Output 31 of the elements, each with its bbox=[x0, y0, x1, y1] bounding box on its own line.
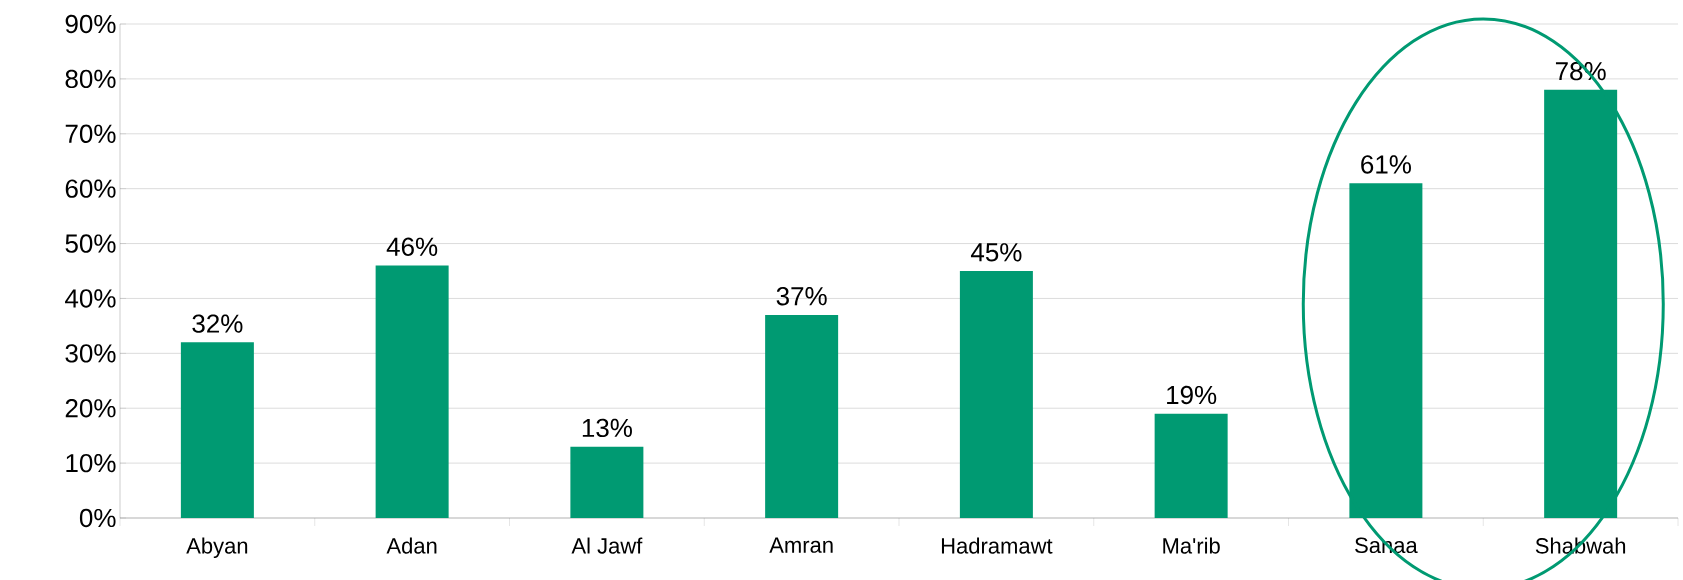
data-label: 32% bbox=[192, 314, 243, 333]
y-tick-label: 60% bbox=[65, 179, 116, 198]
bar bbox=[375, 265, 449, 518]
data-label: 46% bbox=[386, 237, 438, 256]
bar bbox=[959, 271, 1033, 518]
bar bbox=[1544, 89, 1618, 518]
bar bbox=[765, 314, 839, 518]
x-tick-label: Al Jawf bbox=[571, 537, 643, 554]
bar bbox=[1154, 413, 1228, 518]
x-tick-label: Hadramawt bbox=[941, 537, 1053, 554]
data-label: 13% bbox=[582, 418, 632, 438]
bar bbox=[180, 342, 254, 518]
data-label: 19% bbox=[1167, 385, 1217, 405]
data-label: 61% bbox=[1361, 155, 1411, 174]
y-tick-label: 90% bbox=[65, 14, 116, 34]
x-tick-label: Abyan bbox=[186, 537, 248, 559]
bar bbox=[570, 446, 644, 518]
y-tick-label: 40% bbox=[65, 289, 116, 308]
bar bbox=[1349, 183, 1423, 518]
y-tick-label: 0% bbox=[79, 508, 116, 528]
x-tick-label: Adan bbox=[386, 537, 437, 554]
y-tick-label: 10% bbox=[66, 453, 116, 473]
x-tick-label: Amran bbox=[769, 537, 833, 553]
y-tick-label: 20% bbox=[65, 399, 116, 418]
y-tick-label: 70% bbox=[65, 124, 116, 143]
data-label: 45% bbox=[970, 243, 1022, 262]
y-tick-label: 30% bbox=[65, 344, 116, 363]
y-tick-label: 80% bbox=[65, 69, 116, 89]
x-tick-label: Ma'rib bbox=[1163, 537, 1220, 554]
data-label: 37% bbox=[776, 286, 827, 306]
y-tick-label: 50% bbox=[65, 234, 116, 253]
